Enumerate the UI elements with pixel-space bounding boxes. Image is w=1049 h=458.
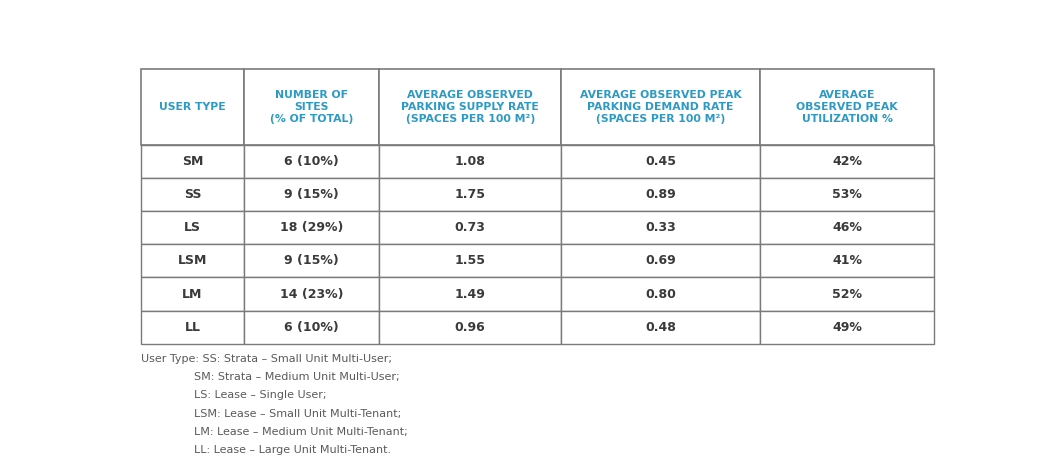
Bar: [141, 69, 244, 145]
Bar: [379, 311, 561, 344]
Bar: [379, 69, 561, 145]
Text: 0.69: 0.69: [645, 254, 676, 267]
Text: LS: LS: [184, 221, 201, 234]
Bar: [759, 278, 935, 311]
Text: SS: SS: [184, 188, 201, 201]
Text: User Type: SS: Strata – Small Unit Multi-User;: User Type: SS: Strata – Small Unit Multi…: [141, 354, 392, 364]
Bar: [379, 211, 561, 244]
Bar: [561, 178, 759, 211]
Text: LSM: LSM: [177, 254, 207, 267]
Text: AVERAGE
OBSERVED PEAK
UTILIZATION %: AVERAGE OBSERVED PEAK UTILIZATION %: [796, 90, 898, 124]
Text: NUMBER OF
SITES
(% OF TOTAL): NUMBER OF SITES (% OF TOTAL): [270, 90, 354, 124]
Text: 0.45: 0.45: [645, 155, 677, 168]
Bar: [244, 145, 379, 178]
Text: 1.55: 1.55: [454, 254, 486, 267]
Bar: [561, 244, 759, 278]
Bar: [759, 69, 935, 145]
Bar: [141, 211, 244, 244]
Text: 0.48: 0.48: [645, 321, 676, 334]
Bar: [561, 211, 759, 244]
Bar: [561, 145, 759, 178]
Bar: [759, 178, 935, 211]
Text: 49%: 49%: [832, 321, 862, 334]
Bar: [759, 244, 935, 278]
Bar: [379, 244, 561, 278]
Bar: [244, 69, 379, 145]
Bar: [379, 278, 561, 311]
Text: LL: LL: [185, 321, 200, 334]
Bar: [244, 244, 379, 278]
Bar: [759, 311, 935, 344]
Text: 0.33: 0.33: [645, 221, 676, 234]
Bar: [244, 211, 379, 244]
Text: AVERAGE OBSERVED PEAK
PARKING DEMAND RATE
(SPACES PER 100 M²): AVERAGE OBSERVED PEAK PARKING DEMAND RAT…: [580, 90, 742, 124]
Text: 1.75: 1.75: [454, 188, 486, 201]
Text: 41%: 41%: [832, 254, 862, 267]
Bar: [141, 145, 244, 178]
Bar: [141, 311, 244, 344]
Text: 6 (10%): 6 (10%): [284, 321, 339, 334]
Text: 52%: 52%: [832, 288, 862, 300]
Bar: [759, 145, 935, 178]
Text: 53%: 53%: [832, 188, 862, 201]
Text: 0.89: 0.89: [645, 188, 676, 201]
Text: SM: Strata – Medium Unit Multi-User;: SM: Strata – Medium Unit Multi-User;: [194, 372, 400, 382]
Text: 18 (29%): 18 (29%): [280, 221, 343, 234]
Bar: [244, 178, 379, 211]
Text: 9 (15%): 9 (15%): [284, 188, 339, 201]
Text: AVERAGE OBSERVED
PARKING SUPPLY RATE
(SPACES PER 100 M²): AVERAGE OBSERVED PARKING SUPPLY RATE (SP…: [402, 90, 539, 124]
Bar: [561, 278, 759, 311]
Bar: [379, 178, 561, 211]
Text: 1.08: 1.08: [454, 155, 486, 168]
Text: 0.80: 0.80: [645, 288, 676, 300]
Bar: [244, 278, 379, 311]
Text: 9 (15%): 9 (15%): [284, 254, 339, 267]
Bar: [379, 145, 561, 178]
Bar: [561, 311, 759, 344]
Text: SM: SM: [181, 155, 204, 168]
Bar: [244, 311, 379, 344]
Text: LSM: Lease – Small Unit Multi-Tenant;: LSM: Lease – Small Unit Multi-Tenant;: [194, 409, 401, 419]
Text: 46%: 46%: [832, 221, 862, 234]
Text: USER TYPE: USER TYPE: [159, 102, 226, 112]
Bar: [561, 69, 759, 145]
Text: 14 (23%): 14 (23%): [280, 288, 343, 300]
Text: 1.49: 1.49: [454, 288, 486, 300]
Text: 0.96: 0.96: [455, 321, 486, 334]
Bar: [759, 211, 935, 244]
Text: 6 (10%): 6 (10%): [284, 155, 339, 168]
Text: LM: LM: [183, 288, 202, 300]
Text: 42%: 42%: [832, 155, 862, 168]
Text: 0.73: 0.73: [454, 221, 486, 234]
Bar: [141, 278, 244, 311]
Text: LL: Lease – Large Unit Multi-Tenant.: LL: Lease – Large Unit Multi-Tenant.: [194, 445, 391, 455]
Text: LS: Lease – Single User;: LS: Lease – Single User;: [194, 390, 326, 400]
Text: LM: Lease – Medium Unit Multi-Tenant;: LM: Lease – Medium Unit Multi-Tenant;: [194, 427, 407, 437]
Bar: [141, 178, 244, 211]
Bar: [141, 244, 244, 278]
